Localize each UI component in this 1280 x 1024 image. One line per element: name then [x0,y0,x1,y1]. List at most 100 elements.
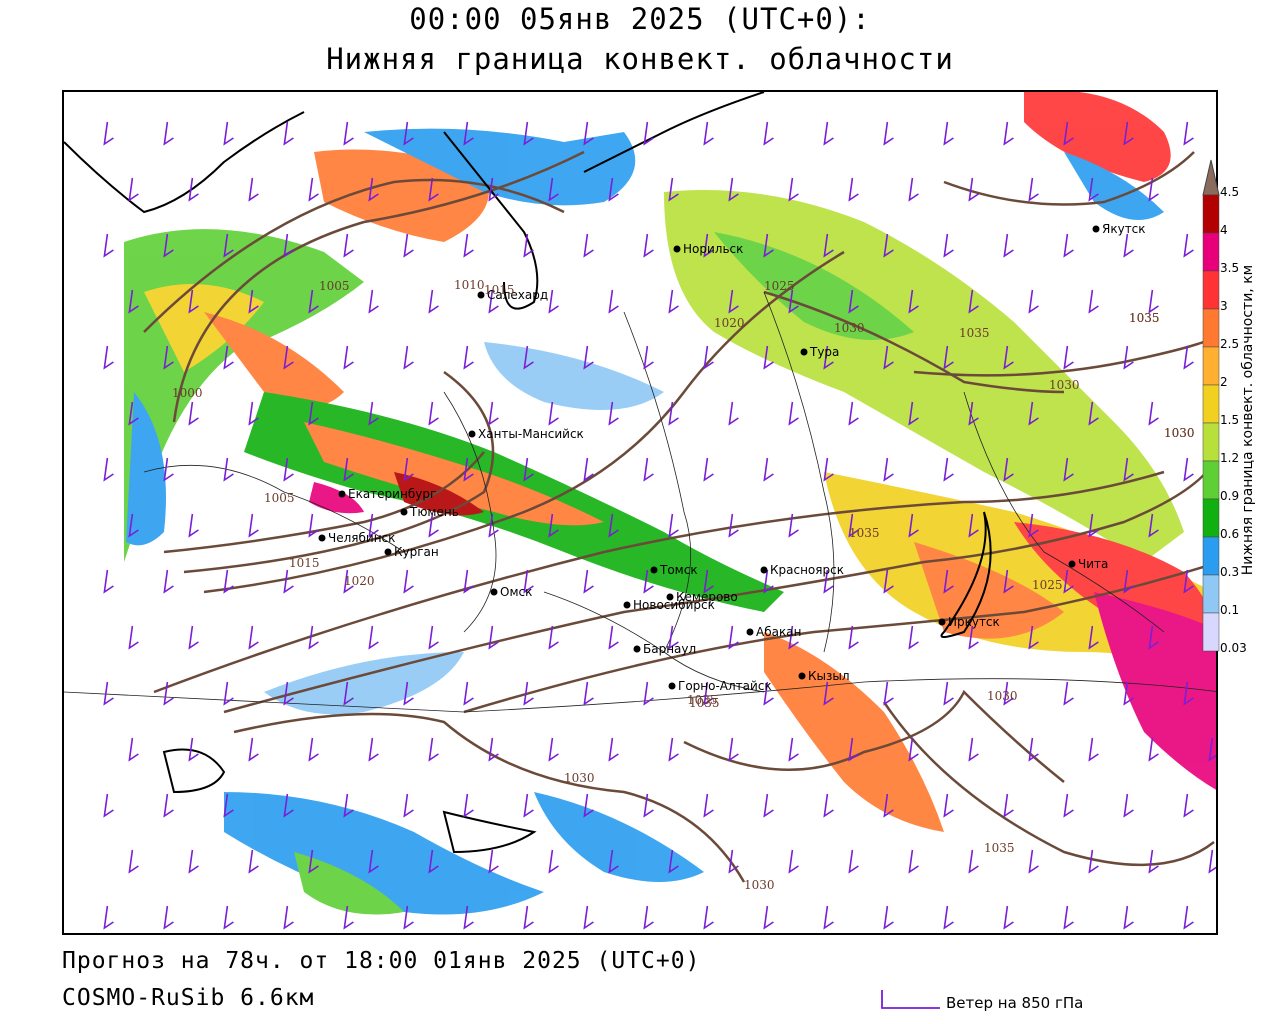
city-label: Горно-Алтайск [678,679,772,693]
wind-barb [128,177,139,202]
isobar-label: 1005 [264,491,295,505]
wind-barb [308,513,319,538]
wind-barb [283,793,294,818]
legend-swatch [1202,422,1220,462]
isobar-label: 1030 [1164,426,1195,440]
wind-barb [883,681,894,706]
wind-barb [428,289,439,314]
wind-barb [523,905,534,930]
legend-swatch [1202,194,1220,234]
wind-barb [583,457,594,482]
wind-barb [188,513,199,538]
wind-barb [343,905,354,930]
wind-barb [1183,569,1194,594]
wind-barb [848,401,859,426]
wind-barb [1183,681,1194,706]
wind-barb [908,177,919,202]
wind-barb [428,849,439,874]
wind-barb [343,681,354,706]
wind-barb [343,233,354,258]
wind-barb [403,569,414,594]
wind-barb [248,289,259,314]
city-dot [1092,225,1100,233]
wind-barb [1088,177,1099,202]
legend-bar [1202,159,1220,652]
wind-barb [728,177,739,202]
wind-barb-icon [881,990,940,1009]
legend-swatch [1202,346,1220,386]
legend-tick-label: 1.5 [1220,413,1240,427]
wind-barb [163,345,174,370]
wind-barb [908,737,919,762]
city-dot [673,245,681,253]
city-label: Тюмень [409,505,459,519]
wind-barb [463,345,474,370]
isobar-label: 1035 [959,326,990,340]
city-dot [1068,560,1076,568]
city-label: Красноярск [770,563,844,577]
legend-swatch [1202,612,1220,652]
wind-barb [1028,625,1039,650]
wind-barb [103,345,114,370]
legend-tick-label: 2.5 [1220,337,1240,351]
wind-barb [548,401,559,426]
legend-swatch [1202,384,1220,424]
wind-barb [703,457,714,482]
wind-barb [463,681,474,706]
wind-barb [643,569,654,594]
wind-barb [188,289,199,314]
wind-barb [163,681,174,706]
wind-barb [1088,849,1099,874]
wind-barb [163,905,174,930]
wind-barb [128,849,139,874]
map-title: 00:00 05янв 2025 (UTC+0): [409,2,871,36]
wind-barb [1003,345,1014,370]
wind-barb [703,793,714,818]
wind-barb [463,905,474,930]
wind-barb [823,457,834,482]
wind-barb [308,401,319,426]
wind-barb [763,681,774,706]
wind-barb [488,849,499,874]
wind-barb [823,345,834,370]
wind-barb [368,289,379,314]
wind-barb [163,233,174,258]
wind-barb [668,625,679,650]
wind-barb [523,569,534,594]
city-dot [666,593,674,601]
wind-barb [548,289,559,314]
city-label: Ханты-Мансийск [478,427,584,441]
wind-barb [1003,681,1014,706]
wind-barb [223,233,234,258]
wind-barb [1123,569,1134,594]
isobar-label: 1035 [1129,311,1160,325]
wind-barb [1088,625,1099,650]
wind-barb [488,401,499,426]
city-label: Тура [809,345,839,359]
wind-barb [223,681,234,706]
wind-barb [668,177,679,202]
wind-barb [823,233,834,258]
wind-barb [583,345,594,370]
wind-barb [883,905,894,930]
wind-barb [1063,569,1074,594]
wind-barb [583,905,594,930]
wind-barb [583,233,594,258]
wind-barb [728,737,739,762]
wind-barb [428,177,439,202]
legend-swatch [1202,498,1220,538]
wind-barb [703,121,714,146]
legend-tick-label: 3.5 [1220,261,1240,275]
wind-barb [103,121,114,146]
city-dot [318,534,326,542]
isobar-label: 1025 [764,279,795,293]
isobar-label: 1010 [454,278,485,292]
wind-barb [823,121,834,146]
legend-swatch [1202,460,1220,500]
wind-barb [103,569,114,594]
wind-barb [308,289,319,314]
wind-barb [1063,457,1074,482]
wind-barb [968,849,979,874]
wind-barb [1123,121,1134,146]
